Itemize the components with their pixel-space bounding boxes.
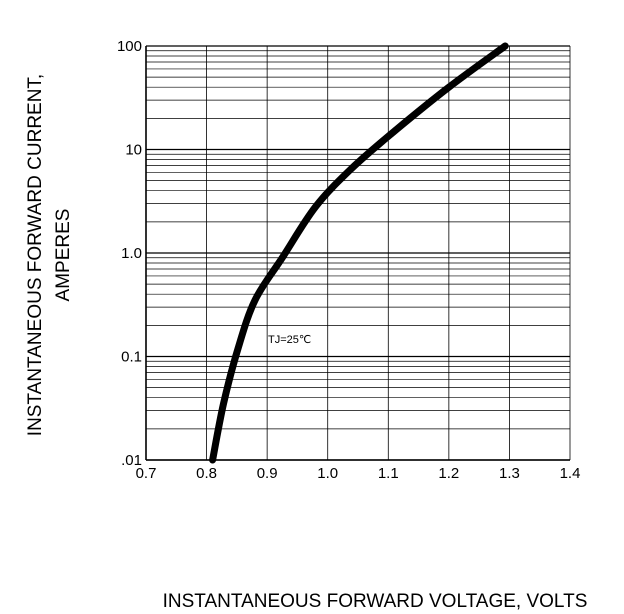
x-tick-label: 1.4 [560,465,581,482]
x-tick-label: 1.0 [317,465,338,482]
x-tick-label: 1.2 [438,465,459,482]
annotation-tj: TJ=25℃ [268,334,311,346]
x-tick-label: 0.7 [136,465,157,482]
y-tick-labels: .01 0.1 1.0 10 100 [117,38,142,469]
y-tick-label: 10 [125,142,142,159]
y-axis-title-line1: INSTANTANEOUS FORWARD CURRENT, [25,74,46,436]
x-tick-labels: 0.7 0.8 0.9 1.0 1.1 1.2 1.3 1.4 [136,465,581,482]
series-curve [209,42,509,464]
y-tick-label: 1.0 [121,245,142,262]
x-tick-label: 0.9 [257,465,278,482]
y-tick-label: .01 [121,452,142,469]
y-tick-label: 0.1 [121,349,142,366]
x-tick-label: 1.1 [378,465,399,482]
y-axis-title-line2: AMPERES [53,209,74,302]
x-axis-title: INSTANTANEOUS FORWARD VOLTAGE, VOLTS [163,591,588,612]
x-tick-label: 0.8 [196,465,217,482]
x-tick-label: 1.3 [499,465,520,482]
y-tick-label: 100 [117,38,142,55]
grid [145,45,571,461]
